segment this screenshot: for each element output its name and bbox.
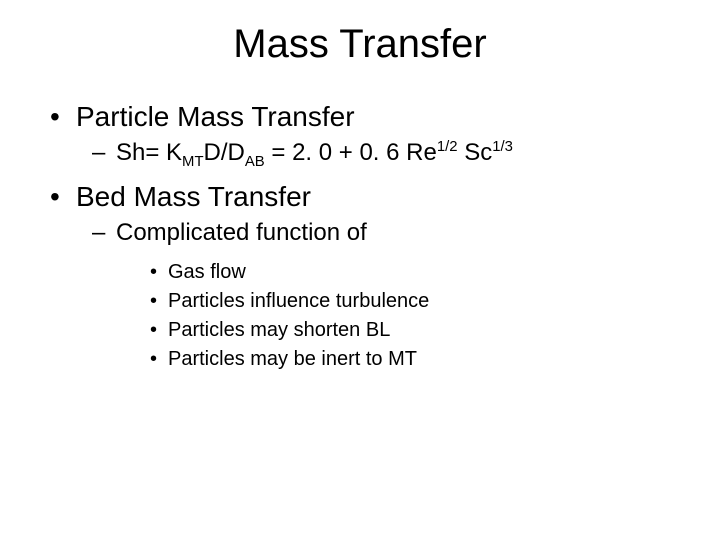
bullet-particle-mass-transfer: Particle Mass Transfer bbox=[50, 101, 670, 133]
eq-sc: Sc bbox=[458, 139, 493, 166]
eq-sub-ab: AB bbox=[245, 154, 265, 170]
subbullet-complicated-function: Complicated function of bbox=[50, 219, 670, 247]
eq-mid: = 2. 0 + 0. 6 Re bbox=[265, 139, 437, 166]
slide-title: Mass Transfer bbox=[50, 22, 670, 67]
item-gas-flow: Gas flow bbox=[50, 261, 670, 284]
eq-sup-sc: 1/3 bbox=[492, 139, 513, 155]
eq-sup-re: 1/2 bbox=[437, 139, 458, 155]
item-shorten-bl: Particles may shorten BL bbox=[50, 319, 670, 342]
eq-sub-mt: MT bbox=[182, 154, 203, 170]
equation-sherwood: Sh= KMTD/DAB = 2. 0 + 0. 6 Re1/2 Sc1/3 bbox=[50, 139, 670, 167]
item-inert-mt: Particles may be inert to MT bbox=[50, 348, 670, 371]
bullet-bed-mass-transfer: Bed Mass Transfer bbox=[50, 181, 670, 213]
eq-sh: Sh= K bbox=[116, 139, 182, 166]
eq-dd: D/D bbox=[204, 139, 245, 166]
slide: Mass Transfer Particle Mass Transfer Sh=… bbox=[0, 0, 720, 540]
item-turbulence: Particles influence turbulence bbox=[50, 290, 670, 313]
